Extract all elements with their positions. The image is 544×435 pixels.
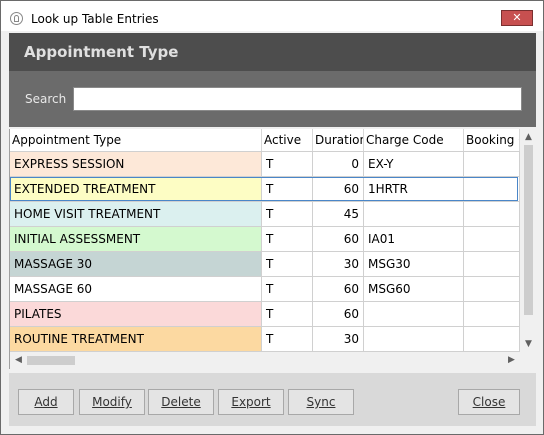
cell-appointment-type[interactable]: HOME VISIT TREATMENT [10,202,262,227]
vertical-scrollbar[interactable]: ▲ ▼ [520,129,537,352]
cell-active[interactable]: T [262,252,313,277]
cell-appointment-type[interactable]: INITIAL ASSESSMENT [10,227,262,252]
cell-active[interactable]: T [262,302,313,327]
cell-active[interactable]: T [262,277,313,302]
table-row[interactable]: MASSAGE 60 T 60 MSG60 [10,277,520,302]
cell-appointment-type[interactable]: MASSAGE 60 [10,277,262,302]
cell-duration[interactable]: 60 [313,227,364,252]
table-row[interactable]: MASSAGE 30 T 30 MSG30 [10,252,520,277]
column-header-duration[interactable]: Duration [313,129,364,151]
title-bar: Look up Table Entries ✕ [1,1,543,31]
cell-charge-code[interactable]: EX-Y [364,152,464,177]
cell-duration[interactable]: 60 [313,277,364,302]
vertical-scroll-thumb[interactable] [524,145,533,315]
cell-charge-code[interactable]: IA01 [364,227,464,252]
cell-booking[interactable] [464,152,520,177]
search-input[interactable] [73,87,522,111]
table-row[interactable]: ROUTINE TREATMENT T 30 [10,327,520,352]
cell-booking[interactable] [464,277,520,302]
cell-duration[interactable]: 30 [313,252,364,277]
page-title: Appointment Type [24,43,179,61]
sync-button[interactable]: Sync [288,389,354,415]
cell-charge-code[interactable]: MSG60 [364,277,464,302]
horizontal-scroll-thumb[interactable] [27,356,75,365]
search-label: Search [25,92,67,106]
column-header-appointment-type[interactable]: Appointment Type [10,129,262,151]
cell-appointment-type[interactable]: EXPRESS SESSION [10,152,262,177]
cell-charge-code[interactable]: 1HRTR [364,177,464,202]
cell-booking[interactable] [464,202,520,227]
cell-duration[interactable]: 60 [313,177,364,202]
entries-grid: Appointment Type Active Duration Charge … [9,129,537,369]
cell-active[interactable]: T [262,202,313,227]
cell-appointment-type[interactable]: EXTENDED TREATMENT [10,177,262,202]
grid-header: Appointment Type Active Duration Charge … [10,129,520,152]
header-band: Appointment Type [9,33,536,71]
close-button[interactable]: Close [458,389,520,415]
scroll-up-icon[interactable]: ▲ [525,132,532,142]
scroll-right-icon[interactable]: ▶ [508,355,515,365]
cell-appointment-type[interactable]: MASSAGE 30 [10,252,262,277]
cell-active[interactable]: T [262,227,313,252]
cell-booking[interactable] [464,327,520,352]
add-button[interactable]: Add [18,389,74,415]
column-header-booking[interactable]: Booking C [464,129,520,151]
scroll-corner [520,352,537,369]
export-button[interactable]: Export [218,389,284,415]
delete-button[interactable]: Delete [148,389,214,415]
cell-duration[interactable]: 0 [313,152,364,177]
cell-booking[interactable] [464,177,520,202]
cell-charge-code[interactable] [364,202,464,227]
app-icon [10,12,23,25]
button-bar: Add Modify Delete Export Sync Close [9,373,536,426]
cell-charge-code[interactable] [364,327,464,352]
cell-active[interactable]: T [262,177,313,202]
cell-active[interactable]: T [262,327,313,352]
horizontal-scrollbar[interactable]: ◀ ▶ [10,352,520,369]
search-band: Search [9,71,536,127]
cell-booking[interactable] [464,227,520,252]
cell-duration[interactable]: 45 [313,202,364,227]
cell-active[interactable]: T [262,152,313,177]
cell-charge-code[interactable]: MSG30 [364,252,464,277]
modify-button[interactable]: Modify [79,389,145,415]
cell-booking[interactable] [464,252,520,277]
cell-appointment-type[interactable]: PILATES [10,302,262,327]
scroll-left-icon[interactable]: ◀ [15,355,22,365]
table-row[interactable]: EXPRESS SESSION T 0 EX-Y [10,152,520,177]
cell-booking[interactable] [464,302,520,327]
column-header-active[interactable]: Active [262,129,313,151]
table-row[interactable]: INITIAL ASSESSMENT T 60 IA01 [10,227,520,252]
cell-appointment-type[interactable]: ROUTINE TREATMENT [10,327,262,352]
scroll-down-icon[interactable]: ▼ [525,339,532,349]
cell-duration[interactable]: 60 [313,302,364,327]
table-row[interactable]: PILATES T 60 [10,302,520,327]
cell-duration[interactable]: 30 [313,327,364,352]
table-row[interactable]: EXTENDED TREATMENT T 60 1HRTR [10,177,520,202]
window-title: Look up Table Entries [31,12,159,26]
cell-charge-code[interactable] [364,302,464,327]
column-header-charge-code[interactable]: Charge Code [364,129,464,151]
table-row[interactable]: HOME VISIT TREATMENT T 45 [10,202,520,227]
window-close-button[interactable]: ✕ [501,10,533,26]
